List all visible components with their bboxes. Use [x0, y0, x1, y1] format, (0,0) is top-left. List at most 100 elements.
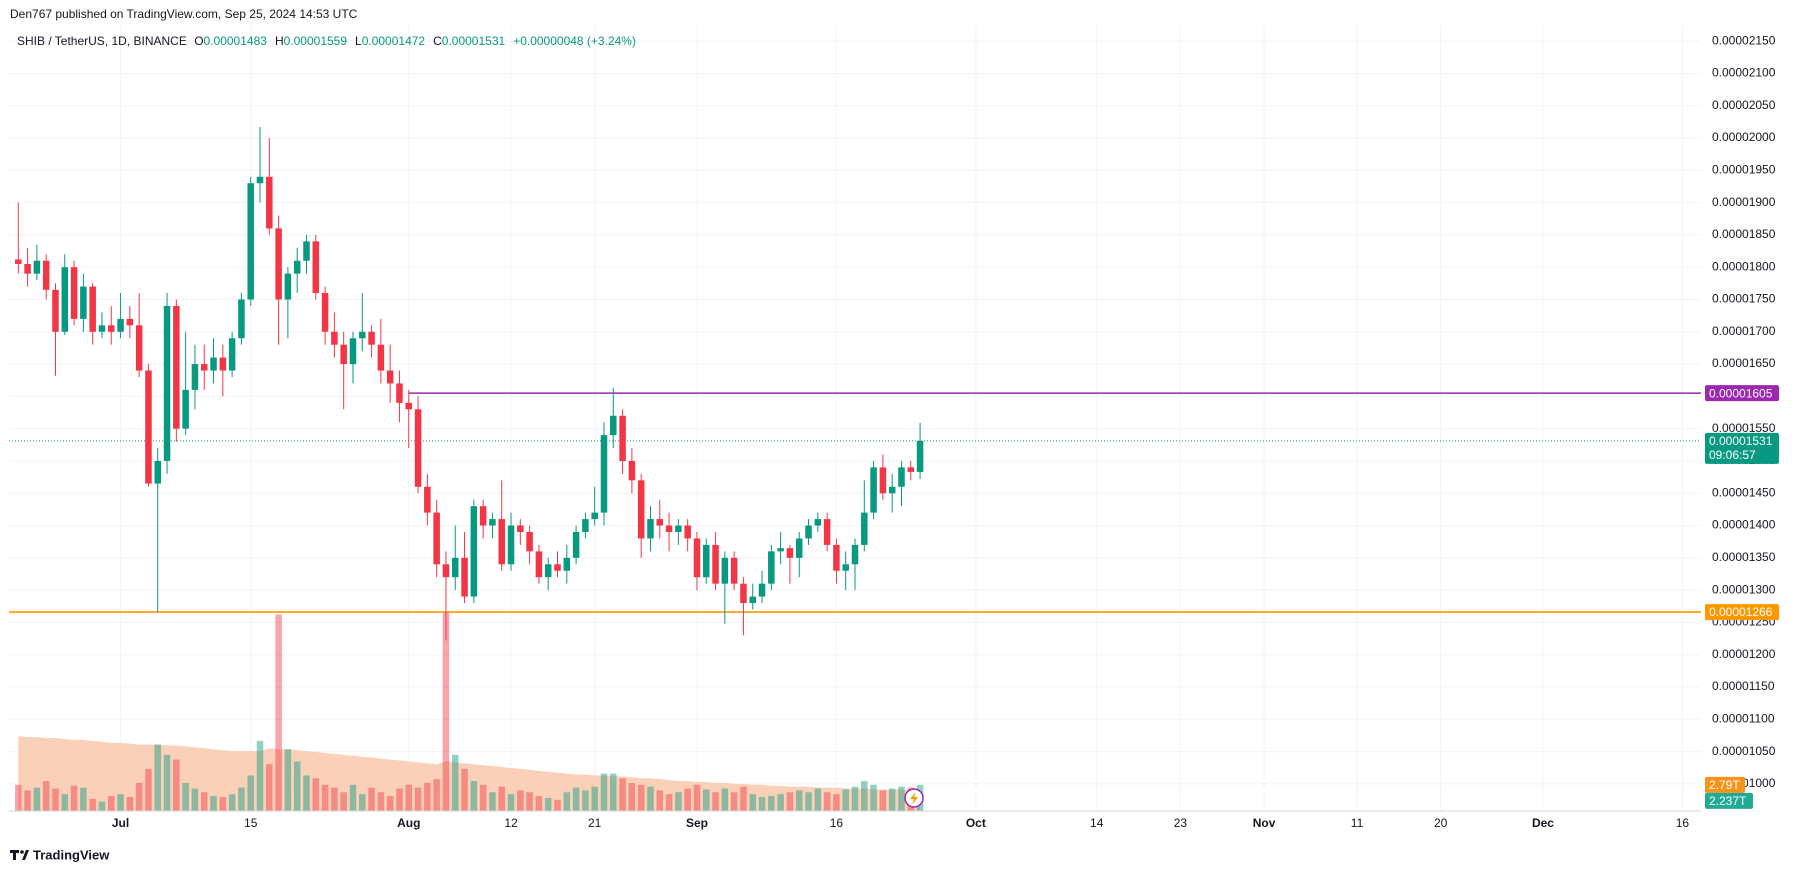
ohlc-item: C0.00001531	[433, 34, 509, 48]
volume-bar	[888, 788, 896, 811]
level-label-box	[1705, 385, 1779, 402]
candle-body	[675, 525, 682, 532]
volume-bar	[331, 787, 338, 811]
ohlc-label: C	[433, 34, 442, 48]
candle-body	[145, 370, 152, 484]
volume-bar	[303, 775, 310, 811]
y-tick-label: 0.00001150	[1712, 679, 1775, 693]
y-tick-label: 0.00001850	[1712, 227, 1776, 241]
candle-body	[851, 544, 859, 565]
x-tick-label: Jul	[112, 816, 129, 830]
volume-bar	[665, 794, 673, 811]
volume-bar	[210, 796, 217, 811]
candle-body	[424, 486, 431, 513]
volume-bar	[52, 788, 59, 811]
volume-bar	[535, 796, 543, 811]
volume-bar	[628, 782, 636, 811]
candle-body	[61, 267, 69, 332]
candle-body	[721, 557, 729, 584]
volume-bar	[442, 612, 450, 811]
candle-body	[805, 525, 812, 539]
x-tick-label: 12	[504, 816, 518, 830]
ohlc-value: 0.00001531	[441, 34, 506, 48]
volume-bar	[879, 790, 887, 811]
volume-bar	[98, 801, 106, 811]
candle-body	[312, 241, 320, 294]
volume-bar	[805, 792, 812, 811]
candle-body	[42, 260, 50, 290]
candle-body	[98, 325, 106, 332]
candle-body	[33, 260, 41, 274]
volume-bar	[396, 788, 403, 811]
candle-body	[888, 486, 896, 494]
volume-bar	[861, 781, 868, 811]
y-tick-label: 0.00001750	[1712, 292, 1776, 306]
candle-body	[526, 531, 533, 552]
volume-bar	[359, 794, 366, 811]
volume-bar	[526, 792, 533, 811]
volume-bar	[266, 764, 273, 811]
volume-bar	[479, 784, 487, 811]
candle-body	[368, 331, 375, 345]
volume-bar	[554, 799, 561, 811]
volume-ma-area	[18, 736, 921, 811]
volume-bar	[489, 792, 496, 811]
volume-bar	[173, 759, 180, 811]
y-tick-label: 0.00001400	[1712, 518, 1776, 532]
volume-bar	[768, 796, 775, 811]
volume-bar	[851, 786, 859, 811]
candle-body	[693, 538, 701, 578]
candle-body	[284, 273, 292, 300]
volume-bar	[368, 787, 375, 811]
x-tick-label: 23	[1174, 816, 1188, 830]
candle-body	[907, 467, 915, 472]
x-tick-label: 16	[830, 816, 844, 830]
candle-body	[610, 415, 617, 436]
volume-bar	[610, 773, 617, 811]
candle-body	[451, 557, 459, 578]
volume-bar	[228, 794, 236, 811]
x-tick-label: Nov	[1253, 816, 1276, 830]
x-tick-label: Aug	[397, 816, 420, 830]
candle-body	[591, 512, 598, 520]
volume-bar	[284, 749, 292, 811]
volume-bar	[544, 797, 552, 811]
candle-body	[433, 512, 440, 565]
ohlc-item: L0.00001472	[355, 34, 429, 48]
candle-body	[219, 357, 227, 371]
candle-body	[238, 299, 245, 339]
y-tick-label: 0.00001200	[1712, 647, 1776, 661]
ohlc-value: 0.00001559	[283, 34, 348, 48]
volume-bar	[591, 786, 598, 811]
volume-bar	[451, 754, 459, 811]
candle-body	[24, 263, 31, 274]
volume-bar	[684, 788, 691, 811]
volume-bar	[777, 794, 784, 811]
ohlc-label: O	[194, 34, 204, 48]
candle-body	[563, 557, 571, 571]
volume-ma-label-box	[1705, 792, 1753, 809]
candle-body	[70, 267, 78, 319]
y-tick-label: 0.00002150	[1712, 33, 1776, 47]
volume-bar	[24, 790, 31, 811]
level-label: 0.00001266	[1709, 605, 1773, 619]
candle-body	[154, 460, 162, 484]
volume-bar	[70, 785, 78, 811]
volume-bar	[163, 754, 171, 811]
ohlc-item: H0.00001559	[275, 34, 351, 48]
volume-bar	[386, 796, 394, 811]
ohlc-value: 0.00001483	[203, 34, 267, 48]
candle-body	[461, 557, 468, 597]
candle-body	[479, 506, 487, 526]
volume-bar	[219, 796, 227, 811]
last-price-label: 0.00001531	[1709, 434, 1773, 448]
candle-body	[507, 525, 515, 565]
candle-body	[293, 260, 301, 274]
candle-body	[870, 467, 877, 513]
candle-body	[470, 506, 478, 597]
y-tick-label: 0.00001700	[1712, 324, 1776, 338]
volume-bar	[721, 788, 729, 811]
volume-bar	[740, 786, 747, 811]
